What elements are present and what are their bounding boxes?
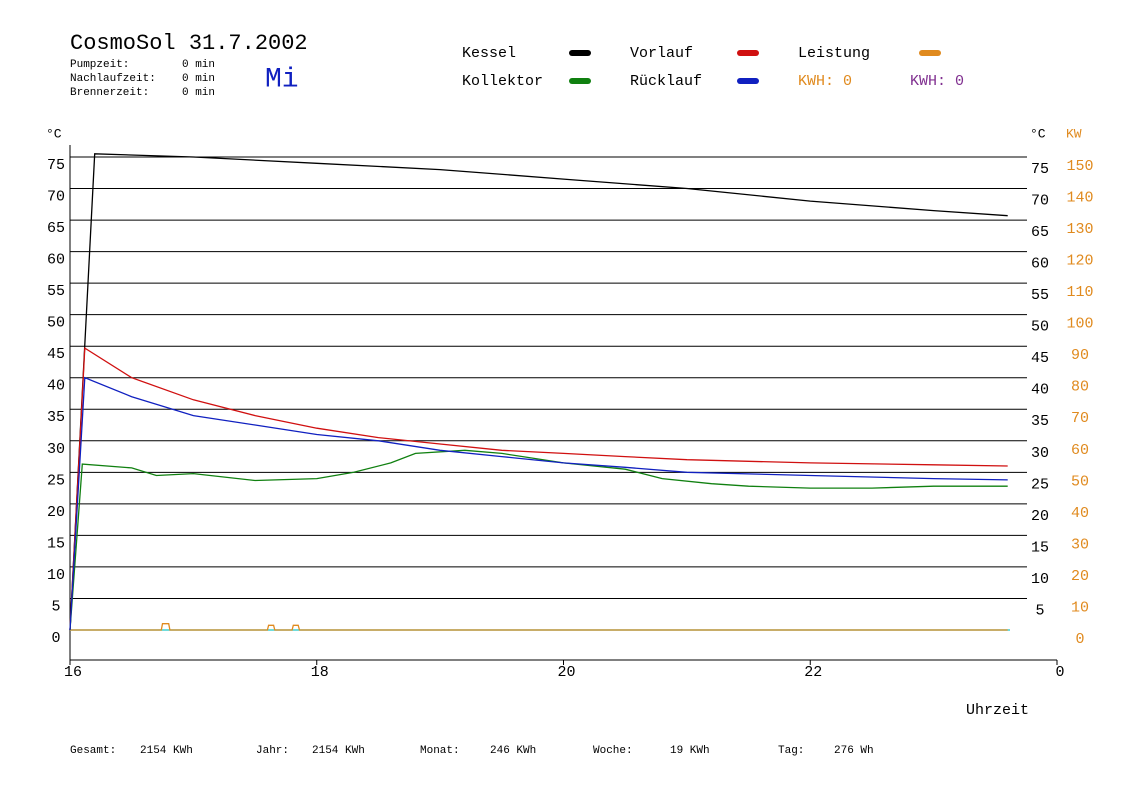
y-tick-label: 50	[47, 315, 65, 332]
y2-tick-label: 60	[1071, 442, 1089, 459]
info-value: 0 min	[182, 59, 215, 71]
y2-tick-label: 70	[1071, 410, 1089, 427]
y-tick-label: 70	[47, 189, 65, 206]
y-tick-label: 35	[47, 409, 65, 426]
legend-label: Rücklauf	[630, 73, 702, 90]
y-tick-label: 10	[47, 567, 65, 584]
y2-tick-label: 150	[1066, 158, 1093, 175]
y-right-tick-label: 40	[1031, 382, 1049, 399]
y-tick-label: 0	[51, 630, 60, 647]
x-tick-label: 22	[804, 664, 822, 681]
y-right-tick-label: 20	[1031, 508, 1049, 525]
y2-tick-label: 30	[1071, 536, 1089, 553]
y-unit-right: °C	[1030, 126, 1046, 141]
y-right-tick-label: 70	[1031, 193, 1049, 210]
total-value: 276 Wh	[834, 745, 874, 757]
total-value: 2154 KWh	[312, 745, 365, 757]
y-tick-label: 25	[47, 472, 65, 489]
info-label: Nachlaufzeit:	[70, 73, 156, 85]
x-tick-label: 18	[311, 664, 329, 681]
y-right-tick-label: 65	[1031, 224, 1049, 241]
y-right-tick-label: 45	[1031, 350, 1049, 367]
y2-unit: KW	[1066, 126, 1082, 141]
series-line	[69, 153, 1008, 631]
total-label: Monat:	[420, 745, 460, 757]
total-label: Gesamt:	[70, 745, 116, 757]
y2-tick-label: 10	[1071, 599, 1089, 616]
y-tick-label: 20	[47, 504, 65, 521]
series-line	[69, 449, 1008, 631]
kwh-label: KWH: 0	[910, 73, 964, 90]
y2-tick-label: 130	[1066, 221, 1093, 238]
total-label: Tag:	[778, 745, 804, 757]
info-value: 0 min	[182, 87, 215, 99]
y-right-tick-label: 30	[1031, 445, 1049, 462]
total-value: 2154 KWh	[140, 745, 193, 757]
y-right-tick-label: 5	[1035, 602, 1044, 619]
y-tick-label: 65	[47, 220, 65, 237]
y2-tick-label: 100	[1066, 316, 1093, 333]
info-label: Pumpzeit:	[70, 59, 129, 71]
total-value: 246 KWh	[490, 745, 536, 757]
x-tick-label: 0	[1055, 664, 1064, 681]
total-label: Woche:	[593, 745, 633, 757]
y-right-tick-label: 10	[1031, 571, 1049, 588]
x-tick-label: 20	[557, 664, 575, 681]
y2-tick-label: 120	[1066, 253, 1093, 270]
y-unit-left: °C	[46, 126, 62, 141]
y2-tick-label: 110	[1066, 284, 1093, 301]
day: Mi	[265, 64, 299, 95]
x-axis-label: Uhrzeit	[966, 702, 1029, 719]
y-tick-label: 75	[47, 157, 65, 174]
y-right-tick-label: 75	[1031, 161, 1049, 178]
series-line	[69, 376, 1008, 631]
y2-tick-label: 90	[1071, 347, 1089, 364]
y2-tick-label: 0	[1075, 631, 1084, 648]
legend-label: Leistung	[798, 45, 870, 62]
chart-title: CosmoSol 31.7.2002	[70, 31, 308, 56]
legend-label: Vorlauf	[630, 45, 693, 62]
y-tick-label: 5	[51, 598, 60, 615]
y-tick-label: 45	[47, 346, 65, 363]
legend-label: Kessel	[462, 45, 516, 62]
y-right-tick-label: 60	[1031, 256, 1049, 273]
total-label: Jahr:	[256, 745, 289, 757]
y-right-tick-label: 55	[1031, 287, 1049, 304]
y2-tick-label: 50	[1071, 473, 1089, 490]
series-line	[70, 623, 1008, 631]
y-right-tick-label: 15	[1031, 539, 1049, 556]
total-value: 19 KWh	[670, 745, 710, 757]
x-tick-label: 16	[64, 664, 82, 681]
y-tick-label: 30	[47, 441, 65, 458]
series-line	[69, 346, 1008, 631]
y-right-tick-label: 25	[1031, 476, 1049, 493]
y2-tick-label: 20	[1071, 568, 1089, 585]
y2-tick-label: 40	[1071, 505, 1089, 522]
y-right-tick-label: 35	[1031, 413, 1049, 430]
info-label: Brennerzeit:	[70, 87, 149, 99]
y-right-tick-label: 50	[1031, 319, 1049, 336]
y-tick-label: 40	[47, 378, 65, 395]
y2-tick-label: 140	[1066, 190, 1093, 207]
info-value: 0 min	[182, 73, 215, 85]
legend-label: Kollektor	[462, 73, 543, 90]
y2-tick-label: 80	[1071, 379, 1089, 396]
y-tick-label: 60	[47, 252, 65, 269]
y-tick-label: 55	[47, 283, 65, 300]
y-tick-label: 15	[47, 535, 65, 552]
kwh-label: KWH: 0	[798, 73, 852, 90]
